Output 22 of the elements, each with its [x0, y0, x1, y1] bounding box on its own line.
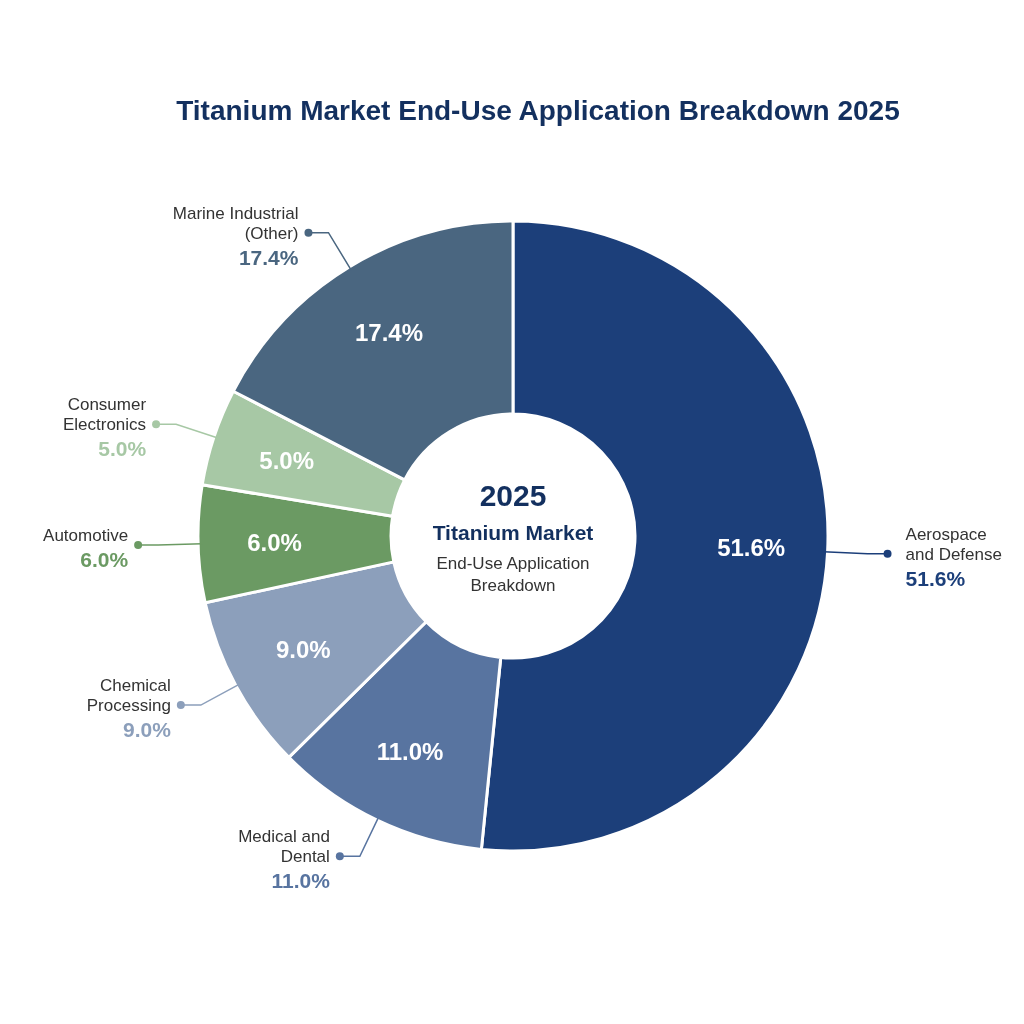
- data-label: 6.0%: [247, 528, 302, 556]
- legend-label: Marine Industrial (Other): [172, 203, 299, 243]
- text: 9.0%: [122, 718, 171, 742]
- text: End-Use Application Breakdown: [436, 554, 590, 595]
- data-label: 5.0%: [259, 447, 314, 475]
- slice-label: Aerospace and Defense: [905, 524, 1002, 564]
- text: 5.0%: [98, 437, 147, 461]
- legend-label: Chemical Processing: [86, 676, 171, 716]
- legend-label: Automotive: [43, 525, 129, 545]
- text: 17.4%: [238, 245, 299, 269]
- text: 11.0%: [271, 869, 330, 893]
- text: 6.0%: [80, 547, 129, 571]
- chart-title: Titanium Market End-Use Application Breakdown 2025: [176, 95, 900, 126]
- data-label: 11.0%: [376, 737, 444, 765]
- text: Titanium Market: [432, 521, 594, 544]
- text: 2025: [479, 479, 547, 512]
- legend-label: Consumer Electronics: [62, 395, 147, 435]
- data-label: 51.6%: [717, 534, 786, 562]
- legend-label: Medical and Dental: [238, 827, 330, 867]
- text: 51.6%: [905, 566, 966, 590]
- data-label: 17.4%: [354, 318, 424, 346]
- data-label: 9.0%: [275, 636, 331, 664]
